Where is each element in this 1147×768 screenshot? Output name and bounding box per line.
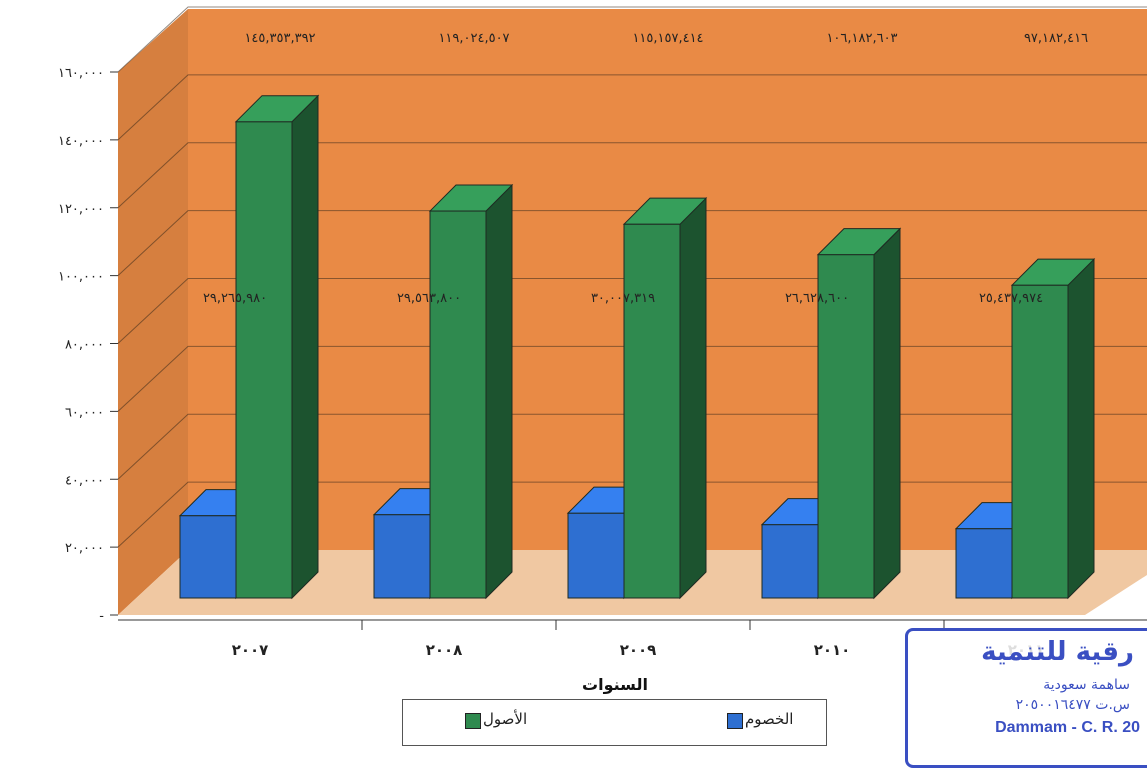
x-axis-title: السنوات [582,675,648,694]
bar-liabilities [761,524,819,599]
data-label-assets: ١٠٦,١٨٢,٦٠٣ [826,31,897,46]
bar-top [428,184,514,212]
bar-liabilities [179,515,237,599]
chart: - ٢٠,٠٠٠ ٤٠,٠٠٠ ٦٠,٠٠٠ ٨٠,٠٠٠ ١٠٠,٠٠٠ ١٢٠,٠٠٠ ١… [58,6,1147,694]
legend-item-liabilities: الخصوم [727,710,794,729]
bar-assets [429,210,487,599]
y-tick-label: ١٦٠,٠٠٠ [58,66,104,81]
bar-side [873,227,901,600]
y-tick-label: ٨٠,٠٠٠ [65,338,104,353]
stamp-line-4: Dammam - C. R. 20 [995,719,1140,736]
bar-assets [235,121,293,599]
legend-swatch-assets [465,713,481,729]
gridline [117,210,1147,276]
y-tick-label: ١٢٠,٠٠٠ [58,202,104,217]
y-tick-label: - [99,609,104,624]
y-tick-label: ٤٠,٠٠٠ [65,473,104,488]
data-label-assets: ١١٩,٠٢٤,٥٠٧ [438,31,509,46]
data-label-liabilities: ٢٩,٢٦٥,٩٨٠ [203,291,267,306]
x-tick-label: ٢٠٠٧ [232,641,269,659]
data-label-assets: ١١٥,١٥٧,٤١٤ [632,31,703,46]
data-label-assets: ١٤٥,٣٥٣,٣٩٢ [244,31,315,46]
data-label-liabilities: ٢٦,٦٢٨,٦٠٠ [785,291,849,306]
bar-side [679,196,707,600]
bar-top [622,197,708,225]
bar-liabilities [955,528,1013,599]
chart-svg: - ٢٠,٠٠٠ ٤٠,٠٠٠ ٦٠,٠٠٠ ٨٠,٠٠٠ ١٠٠,٠٠٠ ١٢٠,٠٠٠ ١… [58,6,1147,694]
data-label-liabilities: ٢٩,٥٦٣,٨٠٠ [397,291,461,306]
x-tick-label: ٢٠٠٨ [426,641,463,659]
stamp-line-3: س.ت ٢٠٥٠٠١٦٤٧٧ [1015,697,1130,713]
y-tick-label: ١٠٠,٠٠٠ [58,270,104,285]
bar-assets [817,254,875,599]
legend-swatch-liabilities [727,713,743,729]
gridline [117,6,1147,73]
stamp-line-1: رقية للتنمية [981,637,1134,667]
bar-assets [1011,284,1069,599]
y-tick-label: ٢٠,٠٠٠ [65,541,104,556]
legend-label-liabilities: الخصوم [745,710,794,728]
gridline [117,142,1147,209]
stamp-line-2: ساهمة سعودية [1043,677,1130,693]
bar-side [485,183,513,600]
bar-liabilities [373,514,431,599]
bar-liabilities [567,512,625,599]
data-label-liabilities: ٢٥,٤٣٧,٩٧٤ [979,291,1043,306]
legend-label-assets: الأصول [483,710,528,728]
bar-assets [623,223,681,599]
bar-top [234,95,320,123]
y-tick-label: ٦٠,٠٠٠ [65,405,104,420]
legend-item-assets: الأصول [465,710,528,729]
x-tick-label: ٢٠٠٩ [620,641,657,659]
bar-side [1067,257,1095,600]
data-label-liabilities: ٣٠,٠٠٧,٣١٩ [591,291,655,306]
bar-top [816,228,902,256]
gridline [117,74,1147,141]
company-stamp: رقية للتنمية ساهمة سعودية س.ت ٢٠٥٠٠١٦٤٧٧… [905,628,1147,768]
bar-side [291,94,319,600]
chart-side-wall [118,9,188,615]
data-label-assets: ٩٧,١٨٢,٤١٦ [1024,31,1088,46]
y-tick-label: ١٤٠,٠٠٠ [58,134,104,149]
chart-legend: الأصول الخصوم [402,699,827,746]
bar-top [1010,258,1096,286]
x-tick-label: ٢٠١٠ [814,641,851,659]
